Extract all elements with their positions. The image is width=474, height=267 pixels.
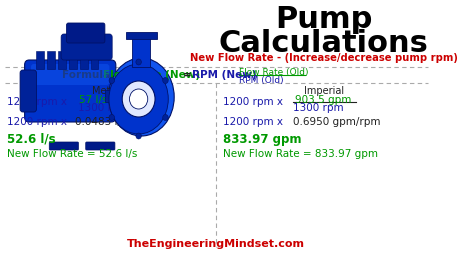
Bar: [47, 51, 55, 69]
FancyBboxPatch shape: [25, 60, 116, 122]
Text: 0.0483 l/s.rpm: 0.0483 l/s.rpm: [75, 117, 151, 127]
Bar: [91, 51, 99, 69]
Bar: [58, 51, 66, 69]
Circle shape: [136, 59, 141, 65]
Circle shape: [109, 115, 115, 120]
FancyBboxPatch shape: [20, 70, 36, 112]
FancyBboxPatch shape: [49, 142, 78, 150]
Text: Metric: Metric: [92, 86, 123, 96]
FancyBboxPatch shape: [61, 34, 112, 60]
Bar: [36, 51, 44, 69]
Text: Formula:: Formula:: [62, 70, 114, 80]
Circle shape: [122, 81, 155, 117]
Text: 1200 rpm x: 1200 rpm x: [223, 97, 283, 107]
Text: RPM (Old): RPM (Old): [239, 76, 283, 84]
FancyBboxPatch shape: [86, 142, 115, 150]
Text: RPM (New): RPM (New): [191, 70, 256, 80]
Text: 833.97 gpm: 833.97 gpm: [223, 133, 302, 146]
Bar: [132, 37, 150, 67]
Text: TheEngineeringMindset.com: TheEngineeringMindset.com: [127, 239, 305, 249]
Bar: [80, 51, 88, 69]
Text: 52.6 l/s: 52.6 l/s: [7, 133, 56, 146]
Ellipse shape: [109, 58, 174, 136]
Circle shape: [136, 133, 141, 139]
Text: 57 l/s: 57 l/s: [79, 95, 108, 105]
FancyBboxPatch shape: [31, 64, 109, 85]
Text: Flow Rate (Old): Flow Rate (Old): [239, 68, 309, 77]
Text: New Flow Rate = 833.97 gpm: New Flow Rate = 833.97 gpm: [223, 149, 378, 159]
Text: 1300 rpm: 1300 rpm: [78, 103, 128, 113]
Circle shape: [163, 115, 168, 120]
Text: 1300 rpm: 1300 rpm: [293, 103, 343, 113]
Text: New Flow Rate - (Increase/decrease pump rpm): New Flow Rate - (Increase/decrease pump …: [190, 53, 458, 63]
Bar: [105, 90, 121, 102]
Text: Imperial: Imperial: [304, 86, 344, 96]
Text: New Flow Rate = 52.6 l/s: New Flow Rate = 52.6 l/s: [7, 149, 137, 159]
Bar: [126, 32, 157, 39]
Text: 0.6950 gpm/rpm: 0.6950 gpm/rpm: [293, 117, 380, 127]
Circle shape: [109, 77, 115, 84]
Text: Calculations: Calculations: [219, 29, 428, 58]
Text: 903.5 gpm: 903.5 gpm: [294, 95, 351, 105]
Text: Pump: Pump: [275, 5, 373, 34]
Ellipse shape: [109, 64, 168, 134]
Bar: [69, 51, 77, 69]
Text: =: =: [182, 70, 191, 80]
Circle shape: [163, 77, 168, 84]
Text: 1200 rpm x: 1200 rpm x: [223, 117, 283, 127]
Text: 1200 rpm x: 1200 rpm x: [7, 97, 67, 107]
FancyBboxPatch shape: [66, 23, 105, 43]
Text: Flow Rate (New): Flow Rate (New): [103, 70, 200, 80]
Text: 1200 rpm x: 1200 rpm x: [7, 117, 67, 127]
Circle shape: [129, 89, 148, 109]
